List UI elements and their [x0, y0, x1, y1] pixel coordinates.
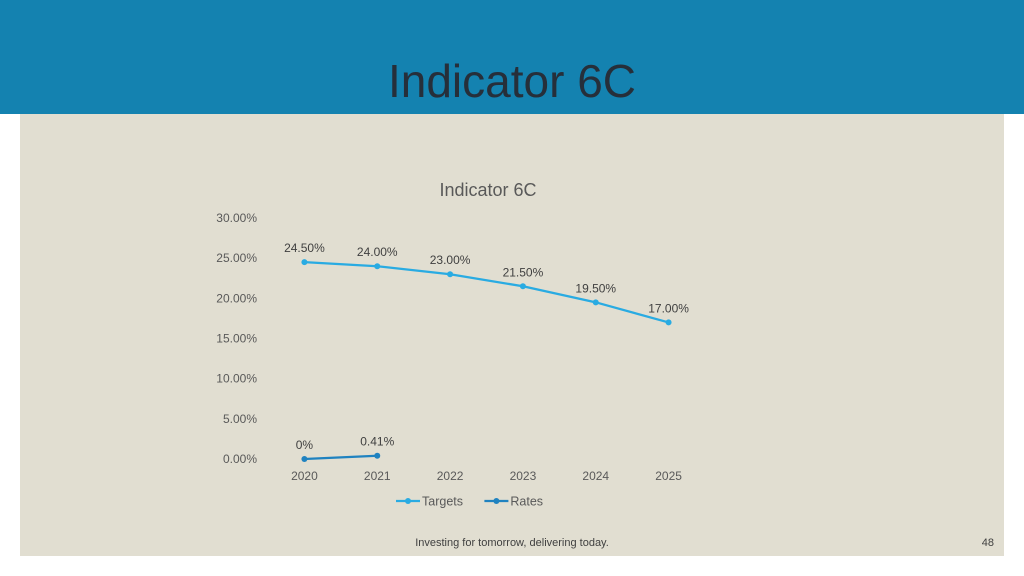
x-tick-label: 2025	[655, 469, 682, 483]
series-line	[304, 454, 378, 461]
x-tick-label: 2020	[291, 469, 318, 483]
legend-marker	[405, 498, 411, 504]
data-point	[301, 259, 308, 266]
data-point	[374, 452, 381, 459]
x-tick-label: 2022	[437, 469, 464, 483]
page-number: 48	[981, 537, 994, 549]
series-line	[304, 261, 669, 324]
series-targets: 24.50% 24.00% 23.00% 21.50% 19.50% 17.00%	[284, 241, 689, 326]
legend-item: Targets	[396, 495, 463, 509]
legend-item: Rates	[484, 495, 543, 509]
y-axis-ticks: 0.00% 5.00% 10.00% 15.00% 20.00% 25.00% 30.00%	[216, 211, 257, 466]
x-axis-ticks: 2020 2021 2022 2023 2024 2025	[291, 469, 682, 483]
data-point	[519, 283, 526, 290]
y-tick-label: 25.00%	[216, 251, 257, 265]
x-tick-label: 2023	[510, 469, 537, 483]
data-label: 21.50%	[503, 265, 544, 279]
data-point	[374, 263, 381, 270]
y-tick-label: 0.00%	[223, 452, 257, 466]
data-label: 24.00%	[357, 245, 398, 259]
data-point	[447, 271, 454, 278]
data-label: 19.50%	[575, 281, 616, 295]
data-label: 17.00%	[648, 301, 689, 315]
series-rates: 0% 0.41%	[296, 435, 395, 462]
header-bar	[0, 0, 1024, 114]
x-tick-label: 2021	[364, 469, 391, 483]
chart-title: Indicator 6C	[439, 180, 536, 200]
y-tick-label: 5.00%	[223, 412, 257, 426]
y-tick-label: 30.00%	[216, 211, 257, 225]
data-point	[301, 456, 308, 462]
legend-marker	[493, 498, 500, 504]
footer-tagline: Investing for tomorrow, delivering today…	[415, 537, 609, 549]
data-label: 24.50%	[284, 241, 325, 255]
data-label: 0%	[296, 438, 314, 452]
data-point	[592, 299, 599, 306]
y-tick-label: 15.00%	[216, 332, 257, 346]
y-tick-label: 10.00%	[216, 372, 257, 386]
data-point	[665, 319, 672, 326]
series-layer: 24.50% 24.00% 23.00% 21.50% 19.50% 17.00% 0% 0.…	[284, 241, 689, 462]
y-tick-label: 20.00%	[216, 291, 257, 305]
legend-label: Rates	[510, 495, 543, 509]
slide-title: Indicator 6C	[387, 55, 636, 107]
legend-label: Targets	[422, 495, 463, 509]
data-label: 0.41%	[360, 435, 394, 449]
x-tick-label: 2024	[582, 469, 609, 483]
content-panel	[20, 114, 1004, 556]
data-label: 23.00%	[430, 253, 471, 267]
chart-legend: Targets Rates	[396, 495, 543, 509]
